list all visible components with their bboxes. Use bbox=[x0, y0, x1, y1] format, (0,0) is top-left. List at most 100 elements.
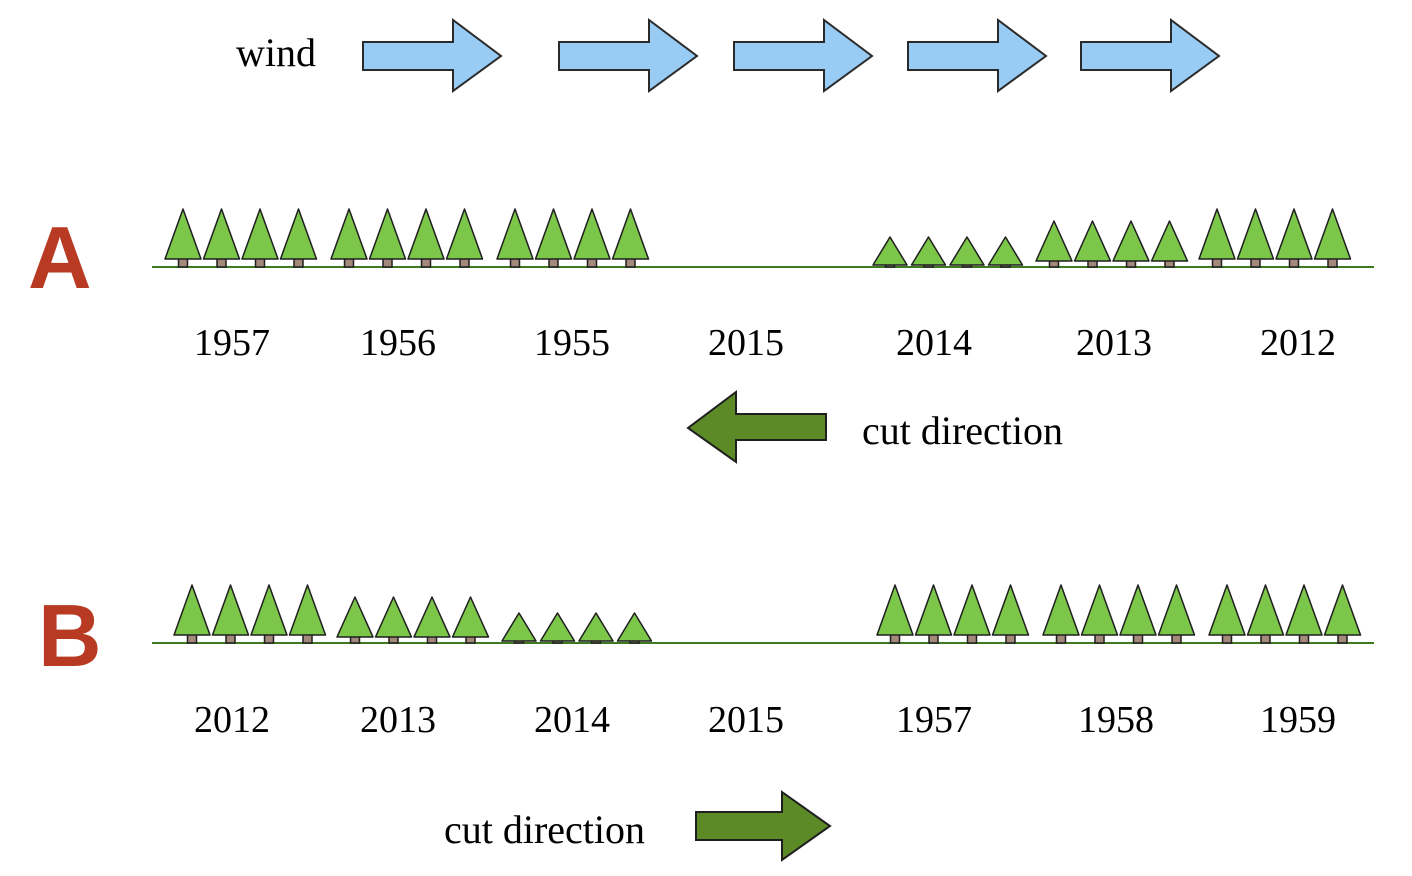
tree-crown bbox=[211, 584, 250, 636]
panel-b-year-labels: 2012 2013 2014 2015 1957 1958 1959 bbox=[194, 699, 1336, 741]
tree-icon bbox=[578, 612, 614, 644]
panel-a-year-label: 2012 bbox=[1260, 322, 1336, 364]
tree-stand bbox=[164, 208, 318, 268]
tree-icon bbox=[1112, 220, 1150, 268]
tree-icon bbox=[1246, 584, 1285, 644]
tree-icon bbox=[202, 208, 241, 268]
tree-icon bbox=[279, 208, 318, 268]
tree-icon bbox=[910, 236, 947, 268]
tree-stand bbox=[1208, 584, 1362, 644]
tree-crown bbox=[1236, 208, 1275, 260]
tree-icon bbox=[949, 236, 985, 268]
tree-icon bbox=[1323, 584, 1362, 644]
tree-crown bbox=[872, 236, 908, 266]
tree-stand bbox=[336, 596, 490, 644]
tree-stand bbox=[876, 584, 1030, 644]
tree-crown bbox=[914, 584, 953, 636]
tree-icon bbox=[1313, 208, 1352, 268]
wind-arrow-icon bbox=[362, 18, 503, 93]
tree-crown bbox=[288, 584, 327, 636]
panel-a: A 1957 1956 1955 2015 2014 2013 2012 cut… bbox=[28, 208, 1374, 464]
tree-crown bbox=[1157, 584, 1196, 636]
tree-crown bbox=[910, 236, 947, 266]
tree-icon bbox=[250, 584, 288, 644]
tree-icon bbox=[407, 208, 445, 268]
tree-crown bbox=[501, 612, 537, 642]
panel-b-letter: B bbox=[38, 586, 102, 685]
tree-icon bbox=[872, 236, 908, 268]
tree-crown bbox=[578, 612, 614, 642]
tree-icon bbox=[173, 584, 211, 644]
tree-crown bbox=[539, 612, 576, 642]
tree-crown bbox=[534, 208, 573, 260]
tree-crown bbox=[202, 208, 241, 260]
tree-crown bbox=[496, 208, 534, 260]
panel-a-year-label: 1955 bbox=[534, 322, 610, 364]
tree-crown bbox=[1119, 584, 1157, 636]
tree-icon bbox=[534, 208, 573, 268]
tree-icon bbox=[1236, 208, 1275, 268]
cut-direction-left-arrow-icon bbox=[686, 390, 827, 464]
tree-icon bbox=[445, 208, 484, 268]
tree-icon bbox=[336, 596, 374, 644]
tree-icon bbox=[164, 208, 202, 268]
tree-icon bbox=[451, 596, 490, 644]
wind-label: wind bbox=[236, 30, 316, 75]
tree-crown bbox=[1035, 220, 1073, 262]
tree-icon bbox=[288, 584, 327, 644]
tree-stand bbox=[1198, 208, 1352, 268]
tree-icon bbox=[1208, 584, 1246, 644]
panel-b-year-label: 1958 bbox=[1078, 699, 1154, 741]
panel-b-year-label: 2014 bbox=[534, 699, 610, 741]
panel-b-cut-direction: cut direction bbox=[444, 790, 832, 862]
tree-crown bbox=[1112, 220, 1150, 262]
tree-icon bbox=[539, 612, 576, 644]
tree-stand bbox=[501, 612, 653, 644]
panel-a-tree-stands bbox=[164, 208, 1352, 268]
tree-crown bbox=[368, 208, 407, 260]
wind-arrow-icon bbox=[733, 18, 874, 93]
tree-icon bbox=[1198, 208, 1236, 268]
tree-crown bbox=[1246, 584, 1285, 636]
tree-crown bbox=[1275, 208, 1313, 260]
tree-icon bbox=[1157, 584, 1196, 644]
wind-arrow-icon bbox=[907, 18, 1048, 93]
tree-icon bbox=[1285, 584, 1323, 644]
tree-stand bbox=[330, 208, 484, 268]
panel-a-year-label: 1956 bbox=[360, 322, 436, 364]
tree-crown bbox=[279, 208, 318, 260]
tree-icon bbox=[368, 208, 407, 268]
tree-icon bbox=[1275, 208, 1313, 268]
tree-icon bbox=[413, 596, 451, 644]
tree-stand bbox=[173, 584, 327, 644]
tree-icon bbox=[1035, 220, 1073, 268]
tree-icon bbox=[1119, 584, 1157, 644]
panel-a-year-labels: 1957 1956 1955 2015 2014 2013 2012 bbox=[194, 322, 1336, 364]
panel-b: B 2012 2013 2014 2015 1957 1958 1959 cut… bbox=[38, 584, 1374, 862]
panel-a-year-label: 2014 bbox=[896, 322, 972, 364]
tree-icon bbox=[1073, 220, 1112, 268]
tree-crown bbox=[611, 208, 650, 260]
tree-icon bbox=[953, 584, 991, 644]
tree-crown bbox=[374, 596, 413, 638]
tree-crown bbox=[1323, 584, 1362, 636]
tree-crown bbox=[1073, 220, 1112, 262]
cut-direction-right-arrow-icon bbox=[695, 790, 832, 862]
panel-b-year-label: 2013 bbox=[360, 699, 436, 741]
panel-a-letter: A bbox=[28, 208, 92, 307]
tree-crown bbox=[413, 596, 451, 638]
tree-crown bbox=[1285, 584, 1323, 636]
tree-crown bbox=[330, 208, 368, 260]
tree-crown bbox=[241, 208, 279, 260]
tree-icon bbox=[573, 208, 611, 268]
panel-b-year-label: 1957 bbox=[896, 699, 972, 741]
tree-crown bbox=[407, 208, 445, 260]
tree-crown bbox=[250, 584, 288, 636]
wind-arrow-icon bbox=[558, 18, 699, 93]
tree-crown bbox=[336, 596, 374, 638]
wind-row: wind bbox=[236, 18, 1221, 93]
tree-crown bbox=[1198, 208, 1236, 260]
tree-icon bbox=[1042, 584, 1080, 644]
tree-crown bbox=[1208, 584, 1246, 636]
tree-icon bbox=[374, 596, 413, 644]
